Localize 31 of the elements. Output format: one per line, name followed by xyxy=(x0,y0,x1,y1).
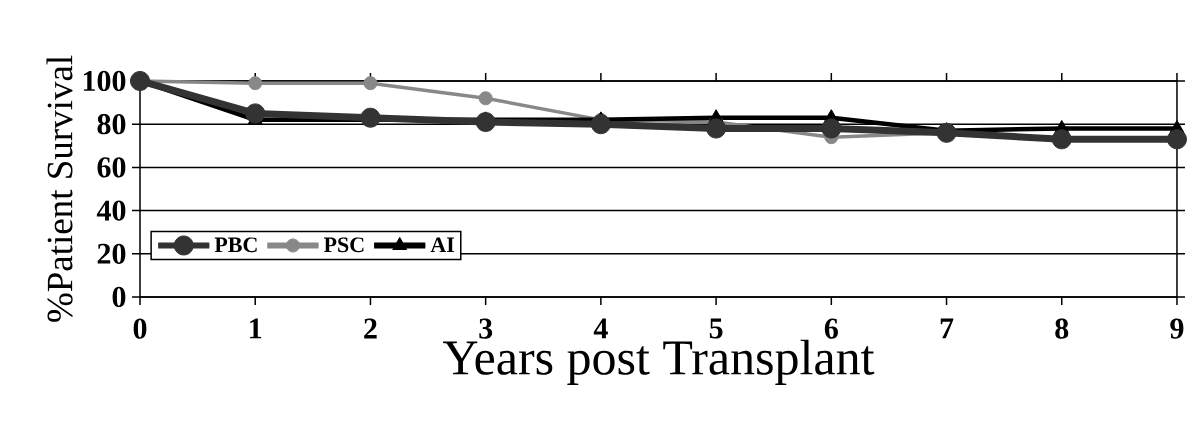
legend-label: PSC xyxy=(323,237,364,253)
y-tick-label: 100 xyxy=(83,70,126,92)
x-tick-label: 2 xyxy=(364,318,377,339)
legend-label: AI xyxy=(430,237,455,252)
y-tick-label: 80 xyxy=(97,114,126,135)
x-axis-title: Years post Transplant xyxy=(443,339,875,385)
point xyxy=(130,70,151,91)
y-tick-label: 40 xyxy=(96,200,126,221)
point xyxy=(245,103,266,124)
point xyxy=(475,112,496,133)
x-tick-label: 3 xyxy=(479,318,493,339)
y-tick-label: 20 xyxy=(97,243,126,264)
y-tick-label: 60 xyxy=(97,157,126,178)
point xyxy=(360,107,381,128)
x-tick-label: 8 xyxy=(1055,318,1069,339)
y-axis-title: %Patient Survival xyxy=(46,55,73,322)
point xyxy=(248,76,263,91)
x-tick-label: 6 xyxy=(824,318,838,339)
y-tick-label: 0 xyxy=(112,286,126,308)
point xyxy=(363,76,378,91)
x-tick-label: 5 xyxy=(709,318,723,339)
legend-label: PBC xyxy=(214,237,257,253)
x-tick-label: 9 xyxy=(1170,318,1184,339)
x-tick-label: 0 xyxy=(133,318,147,339)
point xyxy=(478,91,493,106)
point xyxy=(590,114,611,135)
point xyxy=(706,118,727,139)
point xyxy=(821,118,842,139)
x-tick-label: 4 xyxy=(593,318,608,339)
x-tick-label: 7 xyxy=(940,318,954,339)
x-tick-label: 1 xyxy=(250,318,262,339)
